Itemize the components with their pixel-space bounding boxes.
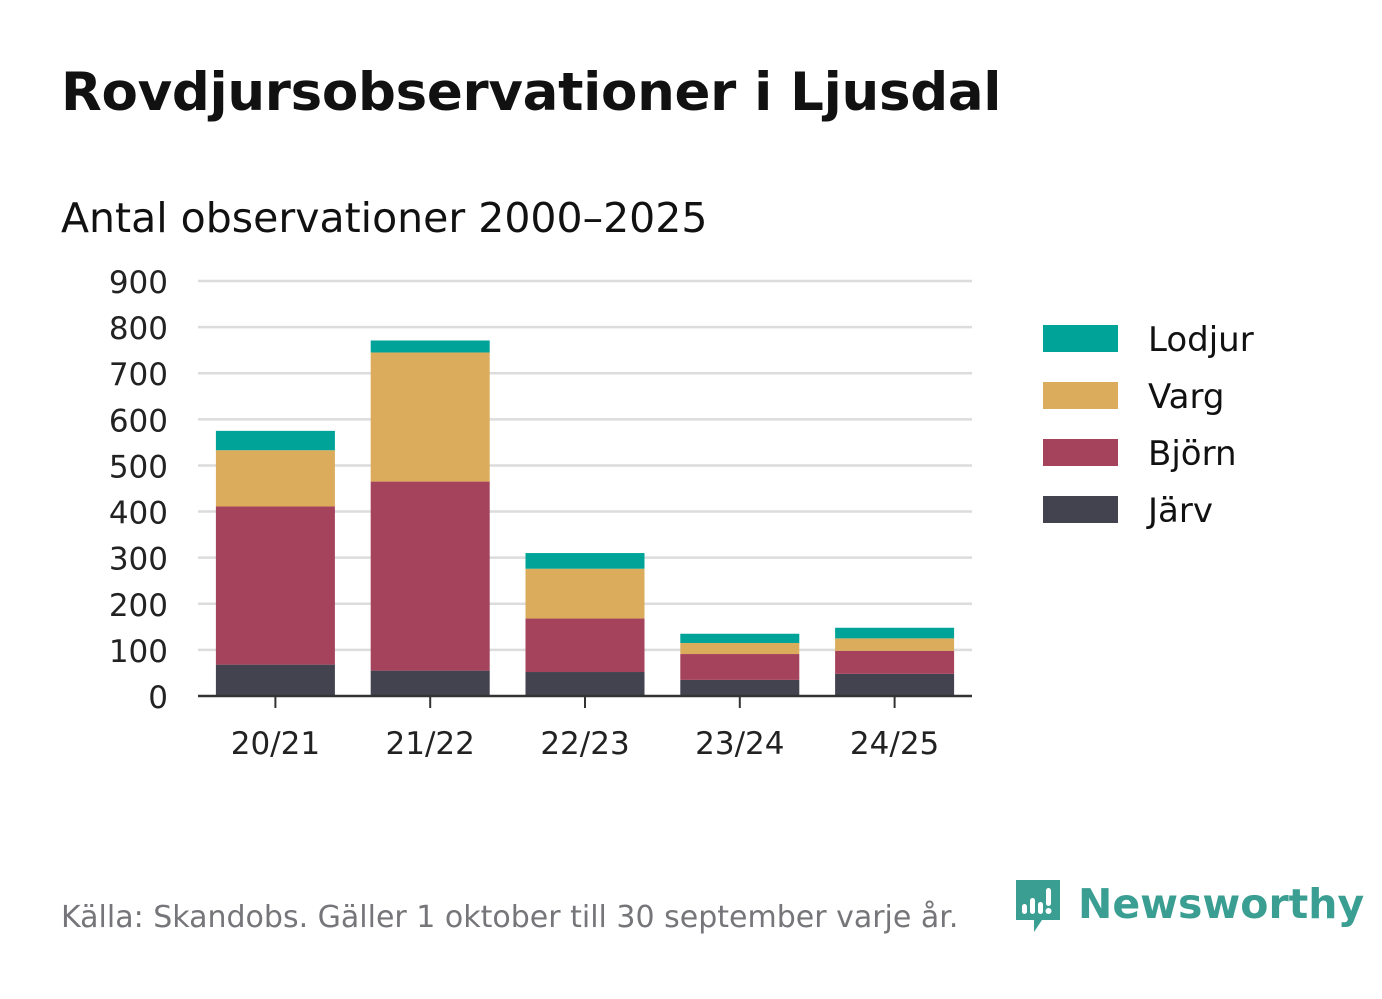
- y-tick-label: 800: [109, 311, 168, 347]
- bar-bjorn[interactable]: [370, 481, 490, 671]
- y-tick-label: 900: [109, 265, 168, 301]
- bar-jarv[interactable]: [835, 673, 955, 696]
- y-tick-label: 700: [109, 357, 168, 393]
- newsworthy-logo[interactable]: Newsworthy: [1012, 876, 1364, 938]
- legend-swatch-varg[interactable]: [1043, 382, 1118, 409]
- legend-swatch-jarv[interactable]: [1043, 496, 1118, 523]
- bar-bjorn[interactable]: [680, 654, 800, 680]
- legend-label-lodjur: Lodjur: [1148, 320, 1254, 360]
- brand-name: Newsworthy: [1078, 880, 1365, 928]
- legend: Lodjur Varg Björn Järv: [1043, 320, 1254, 531]
- y-tick-label: 500: [109, 449, 168, 485]
- x-tick-label: 22/23: [540, 726, 629, 762]
- x-tick-label: 24/25: [850, 726, 939, 762]
- legend-label-bjorn: Björn: [1148, 434, 1237, 474]
- bar-jarv[interactable]: [215, 664, 335, 696]
- bar-varg[interactable]: [835, 638, 955, 651]
- bar-varg[interactable]: [370, 352, 490, 482]
- bar-lodjur[interactable]: [835, 627, 955, 639]
- bar-lodjur[interactable]: [370, 340, 490, 353]
- x-tick-label: 21/22: [386, 726, 475, 762]
- bar-varg[interactable]: [215, 450, 335, 507]
- y-tick-label: 200: [109, 588, 168, 624]
- bar-jarv[interactable]: [525, 672, 645, 696]
- bar-bjorn[interactable]: [215, 506, 335, 665]
- bars: [215, 340, 955, 696]
- y-tick-label: 100: [109, 634, 168, 670]
- bar-bjorn[interactable]: [835, 650, 955, 674]
- y-tick-label: 600: [109, 403, 168, 439]
- y-tick-label: 0: [148, 680, 168, 716]
- bar-lodjur[interactable]: [680, 633, 800, 643]
- chart-subtitle: Antal observationer 2000–2025: [61, 194, 708, 242]
- legend-label-jarv: Järv: [1146, 491, 1213, 531]
- bar-jarv[interactable]: [680, 679, 800, 696]
- x-tick-label: 23/24: [695, 726, 784, 762]
- legend-swatch-bjorn[interactable]: [1043, 439, 1118, 466]
- bar-varg[interactable]: [680, 642, 800, 655]
- legend-swatch-lodjur[interactable]: [1043, 325, 1118, 352]
- legend-label-varg: Varg: [1148, 377, 1224, 417]
- bar-lodjur[interactable]: [525, 553, 645, 569]
- axes: 0 100 200 300 400 500 600 700 800 900 20/21 21/22 22…: [109, 265, 972, 762]
- bar-jarv[interactable]: [370, 670, 490, 696]
- bar-varg[interactable]: [525, 568, 645, 619]
- x-tick-label: 20/21: [231, 726, 320, 762]
- y-tick-label: 300: [109, 542, 168, 578]
- chart-title: Rovdjursobservationer i Ljusdal: [61, 62, 1002, 123]
- bar-lodjur[interactable]: [215, 430, 335, 451]
- bar-bjorn[interactable]: [525, 618, 645, 673]
- source-note: Källa: Skandobs. Gäller 1 oktober till 3…: [61, 900, 959, 935]
- newsworthy-icon: [1016, 880, 1060, 932]
- y-tick-label: 400: [109, 496, 168, 532]
